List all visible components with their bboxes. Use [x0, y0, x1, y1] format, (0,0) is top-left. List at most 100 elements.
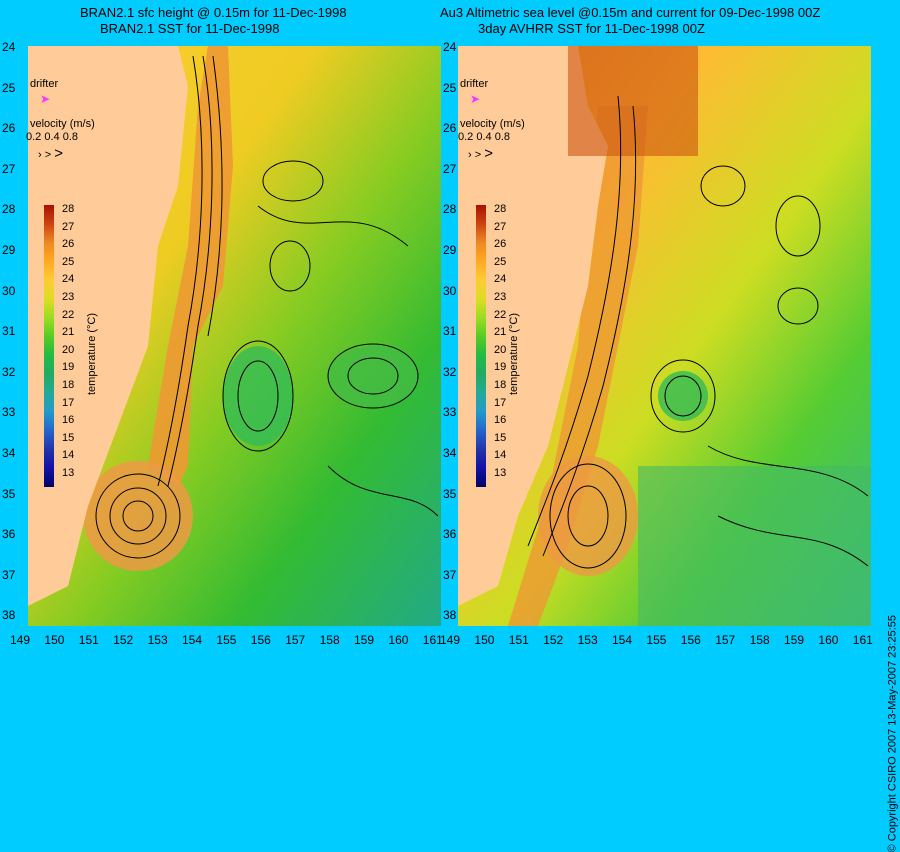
colorbar-title-right: temperature (°C) [508, 312, 520, 395]
lat-tick-right: 24 [443, 40, 457, 54]
lon-tick-right: 157 [715, 633, 736, 647]
colorbar-tick-right: 15 [494, 431, 507, 444]
lon-tick-left: 161 [422, 633, 443, 647]
lat-tick-right: 27 [443, 161, 457, 176]
lat-tick-left: 28 [2, 202, 16, 217]
lat-tick-right: 33 [443, 405, 457, 420]
colorbar-right [476, 205, 486, 487]
lat-tick-right: 26 [443, 121, 457, 136]
lon-tick-left: 149 [10, 633, 31, 647]
colorbar-tick-left: 17 [62, 396, 75, 409]
colorbar-tick-right: 25 [494, 255, 507, 268]
lon-tick-right: 150 [474, 633, 495, 647]
colorbar-tick-right: 28 [494, 203, 507, 215]
colorbar-tick-left: 13 [62, 467, 75, 479]
lon-tick-left: 158 [319, 633, 340, 647]
colorbar-tick-right: 20 [494, 343, 507, 356]
lat-tick-right: 30 [443, 283, 457, 298]
colorbar-tick-right: 18 [494, 379, 507, 391]
lon-tick-left: 152 [113, 633, 134, 647]
colorbar-tick-left: 20 [62, 343, 75, 356]
right-title-line1: Au3 Altimetric sea level @0.15m and curr… [440, 5, 821, 20]
velocity-values-left: 0.2 0.4 0.8 [26, 131, 79, 143]
copyright-text: © Copyright CSIRO 2007 13-May-2007 23:25… [886, 615, 898, 852]
lon-tick-left: 151 [78, 633, 99, 647]
lon-tick-left: 159 [354, 633, 375, 647]
colorbar-tick-right: 13 [494, 467, 507, 479]
lat-tick-left: 29 [2, 243, 16, 257]
colorbar-tick-right: 14 [494, 449, 507, 462]
velocity-label-left: velocity (m/s) [30, 118, 95, 130]
colorbar-tick-right: 22 [494, 308, 507, 321]
right-title-line2: 3day AVHRR SST for 11-Dec-1998 00Z [478, 21, 705, 36]
velocity-arrows-right: › > > [468, 145, 493, 162]
lat-tick-left: 31 [2, 324, 16, 339]
lat-tick-left: 37 [2, 567, 16, 582]
lon-tick-right: 154 [612, 633, 633, 647]
lat-tick-left: 30 [2, 283, 16, 298]
colorbar-tick-left: 19 [62, 361, 75, 374]
lon-tick-left: 156 [250, 633, 271, 647]
colorbar-tick-left: 23 [62, 291, 75, 303]
colorbar-tick-right: 26 [494, 238, 507, 251]
colorbar-left [44, 205, 54, 487]
lon-tick-left: 155 [216, 633, 237, 647]
velocity-label-right: velocity (m/s) [460, 118, 525, 130]
lat-tick-left: 35 [2, 486, 16, 501]
lat-tick-left: 36 [2, 527, 16, 542]
lat-tick-right: 25 [443, 80, 457, 95]
colorbar-tick-right: 16 [494, 414, 507, 427]
lon-tick-left: 153 [147, 633, 168, 647]
lon-tick-right: 160 [818, 633, 839, 647]
lat-tick-left: 26 [2, 121, 16, 136]
lon-tick-right: 156 [680, 633, 701, 647]
lon-tick-right: 153 [577, 633, 598, 647]
lon-tick-right: 149 [440, 633, 461, 647]
colorbar-tick-left: 28 [62, 203, 75, 215]
left-title-line1: BRAN2.1 sfc height @ 0.15m for 11-Dec-19… [80, 5, 347, 20]
drifter-label-left: drifter [30, 78, 59, 90]
lon-tick-right: 161 [852, 633, 873, 647]
colorbar-tick-left: 16 [62, 414, 75, 427]
colorbar-tick-right: 19 [494, 361, 507, 374]
lat-tick-right: 34 [443, 446, 457, 460]
lat-tick-left: 27 [2, 161, 16, 176]
lon-tick-right: 155 [646, 633, 667, 647]
lat-tick-right: 28 [443, 202, 457, 217]
lat-tick-right: 32 [443, 364, 457, 379]
colorbar-tick-right: 21 [494, 326, 507, 339]
lat-tick-right: 38 [443, 608, 457, 623]
drifter-label-right: drifter [460, 78, 489, 90]
lat-tick-left: 34 [2, 446, 16, 460]
velocity-arrows-left: › > > [38, 145, 63, 162]
lon-tick-right: 159 [784, 633, 805, 647]
drifter-marker-right: ➤ [470, 92, 481, 106]
left-title-line2: BRAN2.1 SST for 11-Dec-1998 [100, 21, 280, 36]
lat-tick-right: 35 [443, 486, 457, 501]
lat-tick-left: 33 [2, 405, 16, 420]
colorbar-tick-right: 17 [494, 396, 507, 409]
lon-tick-left: 157 [285, 633, 306, 647]
lat-tick-left: 38 [2, 608, 16, 623]
lon-tick-right: 152 [543, 633, 564, 647]
lat-tick-left: 24 [2, 40, 16, 54]
lon-tick-left: 160 [388, 633, 409, 647]
lat-tick-right: 31 [443, 324, 457, 339]
colorbar-tick-left: 14 [62, 449, 75, 462]
colorbar-tick-left: 25 [62, 255, 75, 268]
colorbar-tick-left: 15 [62, 431, 75, 444]
satellite-sst-map [458, 46, 871, 626]
lat-tick-right: 29 [443, 243, 457, 257]
drifter-marker-left: ➤ [40, 92, 51, 106]
colorbar-tick-right: 23 [494, 291, 507, 303]
lon-tick-right: 158 [749, 633, 770, 647]
colorbar-tick-left: 24 [62, 273, 75, 286]
lon-tick-left: 150 [44, 633, 65, 647]
lat-tick-left: 25 [2, 80, 16, 95]
colorbar-title-left: temperature (°C) [86, 312, 98, 395]
lat-tick-right: 37 [443, 567, 457, 582]
lat-tick-right: 36 [443, 527, 457, 542]
velocity-values-right: 0.2 0.4 0.8 [458, 131, 511, 143]
model-sst-map [28, 46, 441, 626]
lon-tick-left: 154 [182, 633, 203, 647]
